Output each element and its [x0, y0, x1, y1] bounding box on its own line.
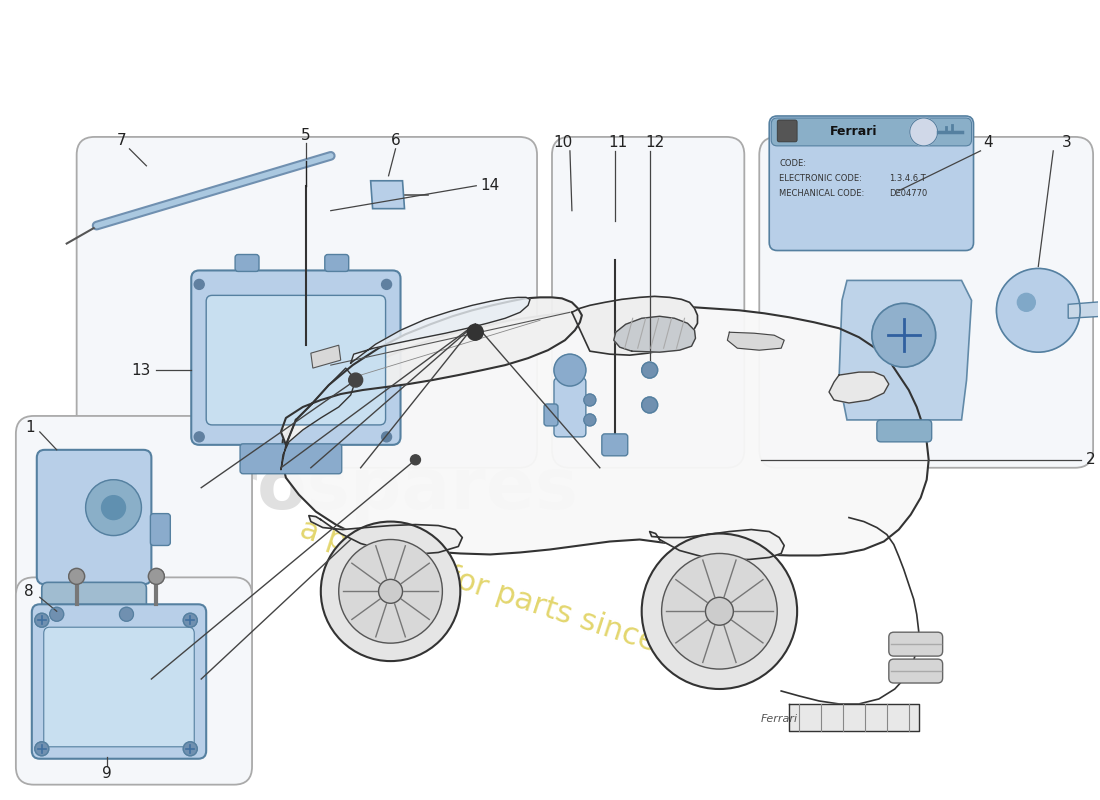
Circle shape — [184, 742, 197, 756]
Text: 1: 1 — [25, 421, 34, 435]
FancyBboxPatch shape — [889, 659, 943, 683]
Text: ELECTRONIC CODE:: ELECTRONIC CODE: — [779, 174, 862, 183]
Circle shape — [339, 539, 442, 643]
Circle shape — [68, 569, 85, 584]
Polygon shape — [614, 316, 695, 352]
FancyBboxPatch shape — [15, 416, 252, 607]
Text: 11: 11 — [608, 135, 627, 150]
Circle shape — [382, 279, 392, 290]
Polygon shape — [280, 306, 928, 555]
FancyBboxPatch shape — [42, 582, 146, 644]
Polygon shape — [789, 704, 918, 731]
Text: 12: 12 — [645, 135, 664, 150]
Polygon shape — [839, 281, 971, 420]
Circle shape — [997, 269, 1080, 352]
Circle shape — [554, 354, 586, 386]
Polygon shape — [650, 530, 784, 559]
Text: MECHANICAL CODE:: MECHANICAL CODE: — [779, 190, 865, 198]
Circle shape — [321, 522, 460, 661]
FancyBboxPatch shape — [15, 578, 252, 785]
Text: 3: 3 — [1062, 135, 1071, 150]
FancyBboxPatch shape — [240, 444, 342, 474]
Circle shape — [872, 303, 936, 367]
Circle shape — [101, 496, 125, 519]
Polygon shape — [280, 368, 355, 470]
Text: 9: 9 — [101, 766, 111, 781]
FancyBboxPatch shape — [324, 254, 349, 271]
FancyBboxPatch shape — [36, 450, 152, 584]
Circle shape — [584, 394, 596, 406]
Text: 6: 6 — [390, 134, 400, 149]
Circle shape — [184, 614, 197, 627]
Circle shape — [641, 534, 798, 689]
FancyBboxPatch shape — [151, 514, 170, 546]
Text: 4: 4 — [983, 135, 993, 150]
FancyBboxPatch shape — [889, 632, 943, 656]
FancyBboxPatch shape — [769, 116, 974, 250]
FancyBboxPatch shape — [32, 604, 206, 758]
Polygon shape — [829, 372, 889, 403]
Text: DE04770: DE04770 — [889, 190, 927, 198]
FancyBboxPatch shape — [778, 120, 798, 142]
Text: 7: 7 — [117, 134, 126, 149]
Text: a passion for parts since 1885: a passion for parts since 1885 — [296, 514, 744, 684]
Text: CODE:: CODE: — [779, 159, 806, 168]
Circle shape — [641, 362, 658, 378]
Text: 5: 5 — [301, 129, 310, 143]
Polygon shape — [1068, 300, 1100, 318]
FancyBboxPatch shape — [554, 378, 586, 437]
Circle shape — [120, 607, 133, 622]
FancyBboxPatch shape — [77, 137, 537, 468]
Circle shape — [50, 607, 64, 622]
FancyBboxPatch shape — [552, 137, 745, 468]
Polygon shape — [309, 515, 462, 554]
Polygon shape — [371, 181, 405, 209]
FancyBboxPatch shape — [602, 434, 628, 456]
Circle shape — [195, 432, 205, 442]
FancyBboxPatch shape — [759, 137, 1093, 468]
Circle shape — [661, 554, 778, 669]
Polygon shape — [727, 332, 784, 350]
Text: 2: 2 — [1087, 452, 1096, 467]
Circle shape — [35, 614, 48, 627]
FancyBboxPatch shape — [44, 627, 195, 746]
Circle shape — [705, 598, 734, 626]
Circle shape — [35, 742, 48, 756]
Polygon shape — [280, 298, 582, 445]
Circle shape — [382, 432, 392, 442]
Circle shape — [378, 579, 403, 603]
FancyBboxPatch shape — [191, 270, 400, 445]
FancyBboxPatch shape — [206, 295, 386, 425]
Circle shape — [468, 324, 483, 340]
Text: Ferrari: Ferrari — [830, 126, 878, 138]
Text: 8: 8 — [24, 584, 34, 599]
Circle shape — [195, 279, 205, 290]
FancyBboxPatch shape — [235, 254, 258, 271]
Text: Ferrari: Ferrari — [760, 714, 798, 724]
Circle shape — [349, 373, 363, 387]
FancyBboxPatch shape — [771, 118, 971, 146]
Circle shape — [410, 455, 420, 465]
FancyBboxPatch shape — [877, 420, 932, 442]
Polygon shape — [311, 345, 341, 368]
Text: 14: 14 — [481, 178, 499, 194]
Text: 1.3.4.6.T: 1.3.4.6.T — [889, 174, 925, 183]
Circle shape — [148, 569, 164, 584]
Text: 13: 13 — [132, 362, 151, 378]
Circle shape — [584, 414, 596, 426]
Circle shape — [86, 480, 142, 535]
Circle shape — [641, 397, 658, 413]
FancyBboxPatch shape — [544, 404, 558, 426]
Text: 10: 10 — [553, 135, 573, 150]
Polygon shape — [351, 298, 530, 363]
Text: eurospares: eurospares — [122, 455, 579, 524]
Polygon shape — [572, 296, 697, 355]
Circle shape — [910, 118, 937, 146]
Circle shape — [1018, 294, 1035, 311]
